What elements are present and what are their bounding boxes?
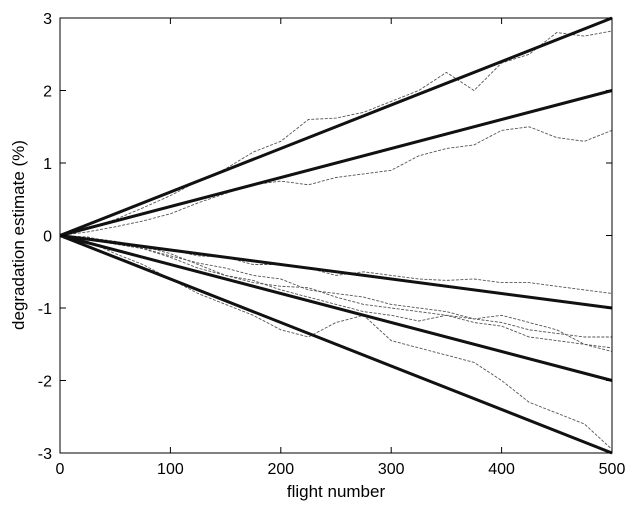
- estimate-line-9: [59, 235, 613, 349]
- estimate-line-10: [59, 235, 613, 352]
- x-axis-label: flight number: [287, 482, 386, 501]
- trend-line-2: [59, 234, 613, 310]
- trend-series-group: [59, 16, 613, 455]
- estimate-line-5: [59, 30, 613, 236]
- y-axis-ticks: -3 -2 -1 0 1 2 3: [38, 11, 612, 463]
- y-axis-label: degradation estimate (%): [9, 140, 28, 330]
- y-tick-label: 2: [43, 84, 52, 101]
- plot-frame: [59, 17, 613, 454]
- trend-line-3: [59, 234, 613, 382]
- x-tick-label: 300: [378, 461, 405, 478]
- y-tick-label: 0: [43, 229, 52, 246]
- estimate-line-7: [59, 235, 613, 294]
- estimate-line-8: [59, 235, 612, 338]
- trend-line-1: [59, 89, 613, 237]
- trend-line-0: [59, 16, 613, 237]
- y-tick-label: -1: [38, 301, 52, 318]
- x-tick-label: 200: [267, 461, 294, 478]
- estimate-series-group: [59, 30, 613, 450]
- x-tick-label: 100: [157, 461, 184, 478]
- y-tick-label: -2: [38, 374, 52, 391]
- trend-line-4: [59, 234, 613, 455]
- estimate-line-6: [59, 126, 613, 236]
- y-tick-label: 1: [43, 156, 52, 173]
- x-axis-ticks: 0 100 200 300 400 500: [56, 18, 626, 478]
- x-tick-label: 0: [56, 461, 65, 478]
- x-tick-label: 500: [599, 461, 626, 478]
- estimate-line-11: [59, 235, 613, 450]
- x-tick-label: 400: [488, 461, 515, 478]
- y-tick-label: 3: [43, 11, 52, 28]
- y-tick-label: -3: [38, 446, 52, 463]
- plot-background: [60, 18, 612, 453]
